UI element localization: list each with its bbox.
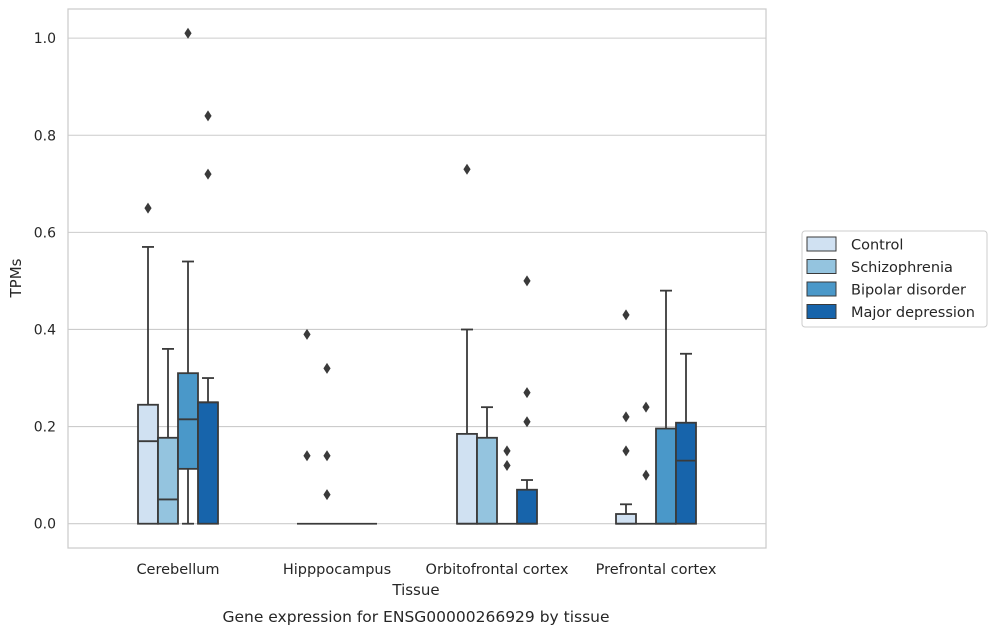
box-control [297,328,317,525]
box-control [456,163,478,525]
legend-swatch [806,236,837,252]
box-body [516,488,538,525]
legend-label: Major depression [851,305,975,321]
legend-label: Bipolar disorder [851,283,966,299]
legend-swatch [806,281,837,297]
outlier-point [523,416,531,428]
box-body [476,436,498,525]
legend-items: Control Schizophrenia Bipolar disorder Majo… [806,236,975,321]
outlier-point [503,459,511,471]
box-bipolar-disorder [177,27,199,525]
outlier-point [622,411,630,423]
plot-frame [67,8,767,549]
box-control [615,309,637,525]
box-body [137,403,159,525]
box-major-depression [197,110,219,525]
box-major-depression [675,352,697,525]
outlier-point [323,450,331,462]
outlier-point [323,362,331,374]
box-bipolar-disorder [655,289,677,525]
outlier-point [622,445,630,457]
x-tick-label: Prefrontal cortex [596,562,717,578]
legend-label: Control [851,238,903,254]
y-axis-label: TPMs [7,258,25,298]
y-tick-label: 0.4 [34,322,56,338]
box-body [197,401,219,525]
outlier-point [204,168,212,180]
x-tick-label: Cerebellum [136,562,219,578]
legend-label: Schizophrenia [851,260,953,276]
y-tick-label: 0.0 [34,517,56,533]
y-tick-label: 0.6 [34,225,56,241]
box-schizophrenia [476,406,498,525]
box-groups [137,27,697,525]
outlier-point [303,450,311,462]
box-schizophrenia [317,362,337,525]
y-tick-label: 0.2 [34,420,56,436]
x-tick-labels: Cerebellum Hipppocampus Orbitofrontal cort… [136,562,716,578]
outlier-point [204,110,212,122]
box-body [177,372,199,470]
x-tick-label: Hipppocampus [283,562,391,578]
legend-swatch [806,259,837,274]
legend-frame [801,230,988,328]
box-schizophrenia [636,401,656,525]
outlier-point [523,387,531,399]
legend: Control Schizophrenia Bipolar disorder Majo… [801,230,988,328]
legend-swatch [806,304,837,319]
outlier-point [523,275,531,287]
outlier-point [463,163,471,175]
outlier-point [303,328,311,340]
outlier-point [622,309,630,321]
y-tick-label: 1.0 [34,31,56,47]
box-control [137,202,159,525]
outlier-point [642,469,650,481]
box-schizophrenia [157,348,179,525]
box-bipolar-disorder [497,445,517,525]
outlier-point [323,489,331,501]
box-body [615,513,637,525]
chart-caption: Gene expression for ENSG00000266929 by t… [222,608,609,626]
outlier-point [503,445,511,457]
box-body [655,427,677,525]
box-body [675,421,697,525]
y-tick-label: 0.8 [34,128,56,144]
y-tick-labels: 0.0 0.2 0.4 0.6 0.8 1.0 [34,31,56,533]
box-body [157,436,179,525]
x-axis-label: Tissue [391,581,439,599]
outlier-point [184,27,192,39]
outlier-point [144,202,152,214]
box-major-depression [516,275,538,525]
outlier-point [642,401,650,413]
box-body [456,432,478,525]
x-tick-label: Orbitofrontal cortex [426,562,569,578]
